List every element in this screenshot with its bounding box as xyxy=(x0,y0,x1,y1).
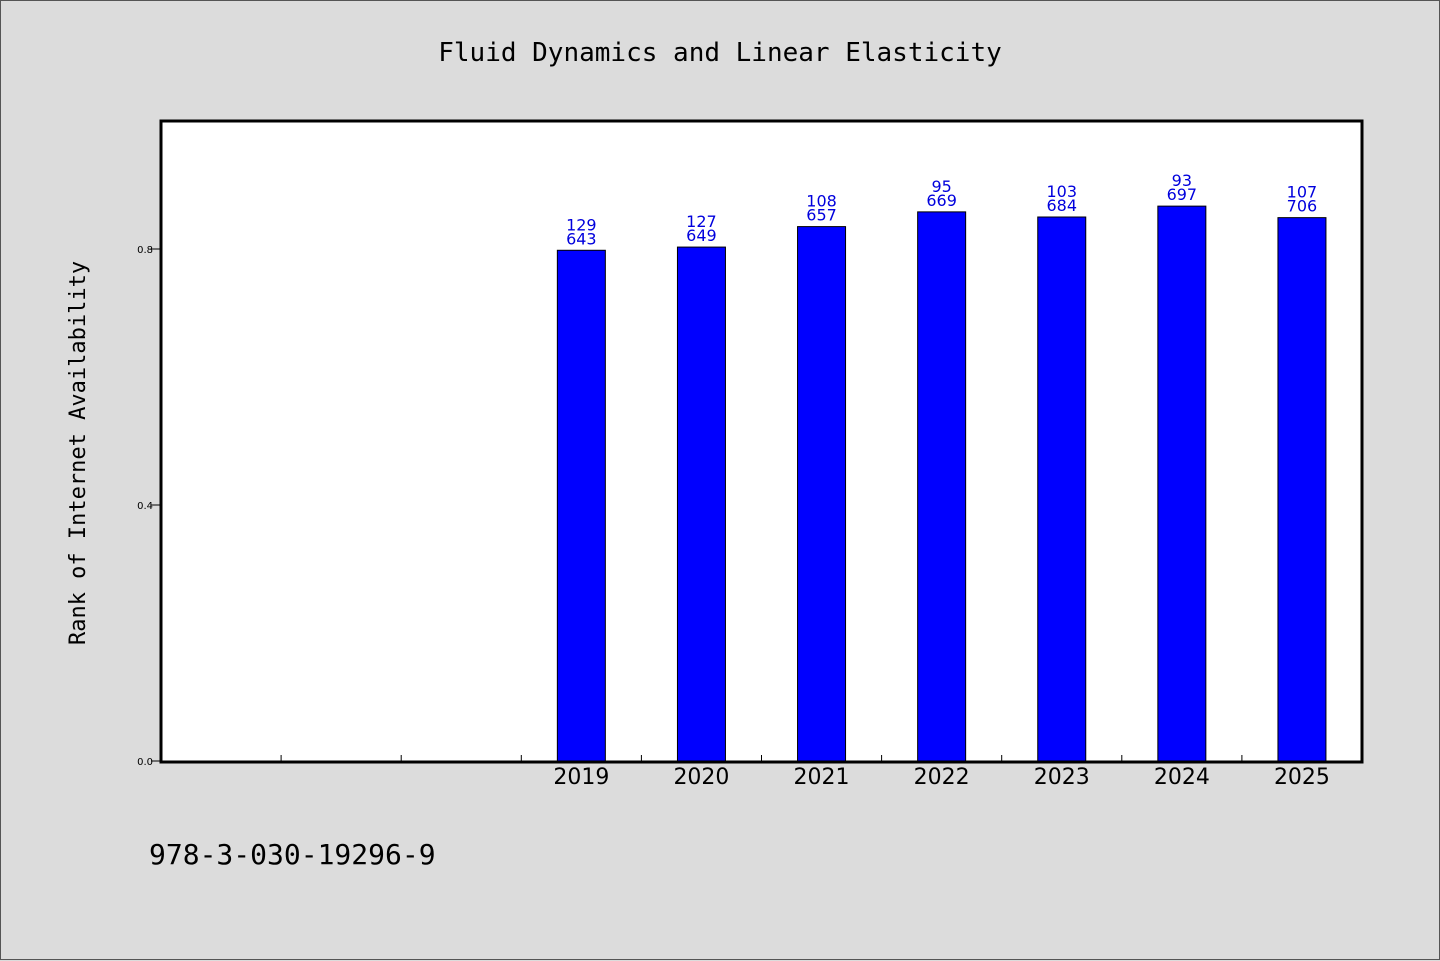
x-tick-label: 2023 xyxy=(1034,765,1090,790)
data-label-top: 108 xyxy=(806,192,837,211)
data-label-bottom: 684 xyxy=(1046,196,1077,215)
chart-title: Fluid Dynamics and Linear Elasticity xyxy=(438,38,1002,68)
data-label-bottom: 669 xyxy=(926,191,957,210)
bar-series xyxy=(556,205,1327,762)
data-label-bottom: 697 xyxy=(1167,185,1198,204)
data-label-top: 95 xyxy=(931,177,951,196)
y-axis-ticks: 0.0 0.4 0.8 xyxy=(137,245,161,768)
x-tick-label: 2020 xyxy=(673,765,729,790)
x-tick-label: 2024 xyxy=(1154,765,1210,790)
y-tick-label: 0.4 xyxy=(137,501,153,512)
y-axis-label: Rank of Internet Availability xyxy=(66,261,91,645)
isbn-text: 978-3-030-19296-9 xyxy=(149,838,436,871)
data-label-bottom: 649 xyxy=(686,226,717,245)
x-tick-label: 2025 xyxy=(1274,765,1330,790)
x-tick-label: 2022 xyxy=(914,765,970,790)
data-label-top: 103 xyxy=(1046,182,1077,201)
data-label-bottom: 643 xyxy=(566,229,597,248)
data-label-top: 107 xyxy=(1287,183,1318,202)
data-label-top: 129 xyxy=(566,215,597,234)
bar xyxy=(797,226,847,762)
data-label-bottom: 706 xyxy=(1287,197,1318,216)
bar xyxy=(556,249,606,762)
x-tick-label: 2021 xyxy=(794,765,850,790)
y-tick-label: 0.8 xyxy=(137,245,153,256)
y-tick-label: 0.0 xyxy=(137,757,153,768)
data-label-top: 127 xyxy=(686,212,717,231)
bar xyxy=(917,211,967,762)
bar xyxy=(676,246,726,762)
bar xyxy=(1157,205,1207,762)
data-label-top: 93 xyxy=(1172,171,1192,190)
data-label-bottom: 657 xyxy=(806,206,837,225)
bar xyxy=(1277,217,1327,762)
bar xyxy=(1037,216,1087,762)
x-axis-ticks: 2019 2020 2021 2022 2023 2024 2025 xyxy=(280,755,1330,790)
x-tick-label: 2019 xyxy=(553,765,609,790)
